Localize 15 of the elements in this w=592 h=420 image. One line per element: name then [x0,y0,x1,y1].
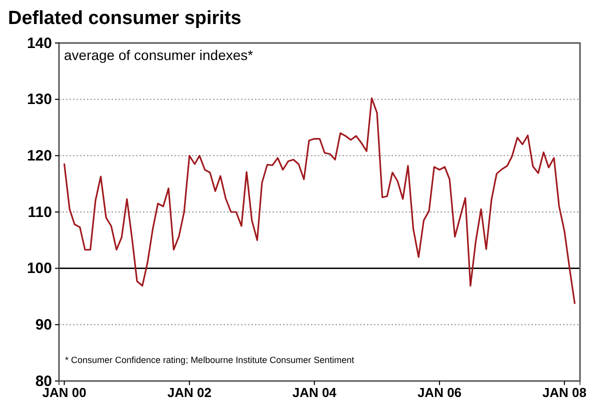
y-tick-label: 140 [26,34,52,52]
x-tick-label: JAN 02 [167,385,212,400]
x-tick-label: JAN 06 [417,385,462,400]
y-tick-label: 130 [26,91,52,108]
y-tick-label: 110 [28,204,52,221]
y-tick-label: 90 [35,316,52,334]
chart-subtitle: average of consumer indexes* [64,47,254,63]
x-tick-label: JAN 08 [542,385,586,400]
y-tick-label: 100 [26,260,52,278]
y-tick-label: 120 [26,147,52,164]
x-tick-label: JAN 04 [292,385,338,400]
chart-title: Deflated consumer spirits [8,8,242,29]
line-series [64,97,576,304]
x-tick-label: JAN 00 [42,385,86,400]
annotation: * Consumer Confidence rating; Melbourne Institute Consumer Sentiment [65,355,355,365]
